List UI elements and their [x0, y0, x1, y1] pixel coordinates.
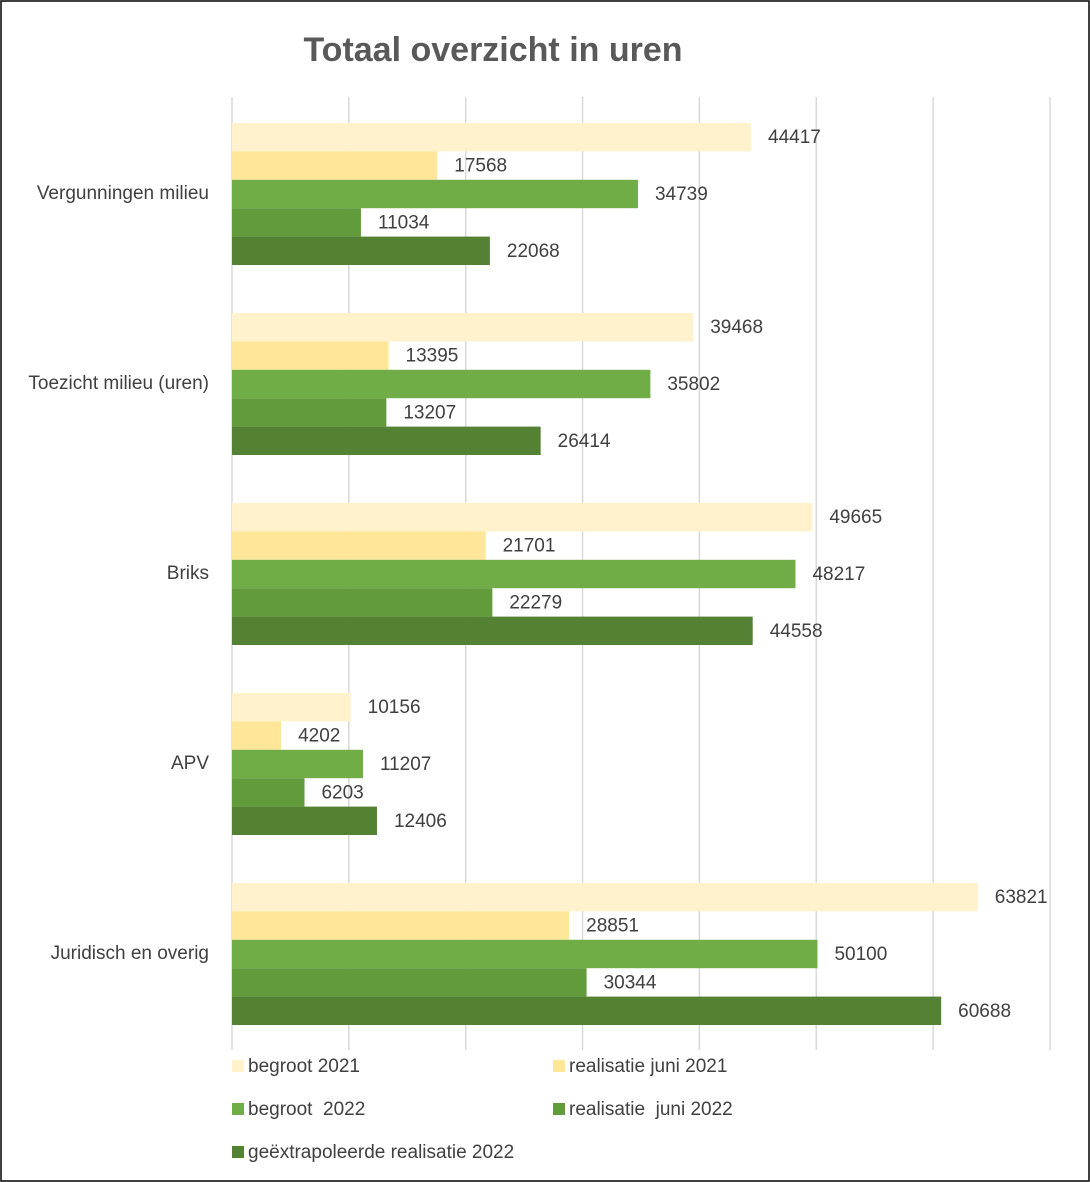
value-label: 63821 — [995, 887, 1048, 908]
value-label: 6203 — [321, 782, 363, 803]
bar — [232, 778, 305, 807]
value-label: 22068 — [507, 241, 560, 262]
bar — [232, 693, 351, 722]
bar — [232, 398, 387, 427]
category-label: Juridisch en overig — [51, 943, 209, 964]
bar — [232, 616, 753, 645]
value-label: 44558 — [770, 621, 823, 642]
value-label: 49665 — [829, 507, 882, 528]
bar — [232, 426, 541, 455]
bar — [232, 968, 587, 997]
bar — [232, 749, 363, 779]
value-label: 30344 — [604, 972, 657, 993]
value-label: 17568 — [454, 156, 507, 177]
value-label: 10156 — [368, 697, 421, 718]
bar — [232, 313, 694, 342]
value-label: 4202 — [298, 726, 340, 747]
legend-label: geëxtrapoleerde realisatie 2022 — [248, 1142, 514, 1163]
value-label: 26414 — [558, 431, 611, 452]
category-label: APV — [171, 753, 209, 774]
value-label: 11034 — [378, 212, 430, 233]
value-label: 13395 — [406, 346, 459, 367]
bar — [232, 151, 438, 180]
legend-swatch — [553, 1060, 565, 1072]
value-label: 35802 — [667, 374, 720, 395]
value-label: 28851 — [586, 916, 639, 937]
value-label: 60688 — [958, 1001, 1011, 1022]
bar — [232, 236, 490, 265]
legend-swatch — [232, 1060, 244, 1072]
bar — [232, 369, 651, 399]
value-label: 50100 — [834, 944, 887, 965]
category-label: Toezicht milieu (uren) — [28, 373, 209, 394]
value-label: 21701 — [503, 536, 556, 557]
bar — [232, 939, 818, 969]
value-label: 11207 — [380, 754, 431, 775]
legend-label: realisatie juni 2021 — [569, 1056, 727, 1077]
bar — [232, 559, 796, 589]
legend-label: begroot 2021 — [248, 1056, 360, 1077]
bar — [232, 179, 638, 209]
legend-swatch — [232, 1103, 244, 1115]
category-label: Vergunningen milieu — [37, 183, 209, 204]
value-label: 22279 — [509, 592, 562, 613]
bar — [232, 996, 942, 1025]
value-label: 44417 — [768, 127, 821, 148]
value-label: 12406 — [394, 811, 447, 832]
bar — [232, 531, 486, 560]
bar — [232, 208, 361, 237]
legend-swatch — [553, 1103, 565, 1115]
bar — [232, 806, 377, 835]
bar — [232, 911, 570, 940]
bar — [232, 503, 813, 532]
legend-label: realisatie juni 2022 — [569, 1099, 733, 1120]
value-label: 34739 — [655, 184, 708, 205]
legend-label: begroot 2022 — [248, 1099, 365, 1120]
value-label: 48217 — [812, 564, 865, 585]
legend-swatch — [232, 1146, 244, 1158]
category-label: Briks — [167, 563, 209, 584]
bar — [232, 123, 752, 152]
value-label: 13207 — [403, 402, 456, 423]
bar — [232, 588, 493, 617]
bar — [232, 341, 389, 370]
bar — [232, 721, 282, 750]
chart-title: Totaal overzicht in uren — [303, 31, 682, 69]
bar — [232, 883, 978, 912]
value-label: 39468 — [710, 317, 763, 338]
